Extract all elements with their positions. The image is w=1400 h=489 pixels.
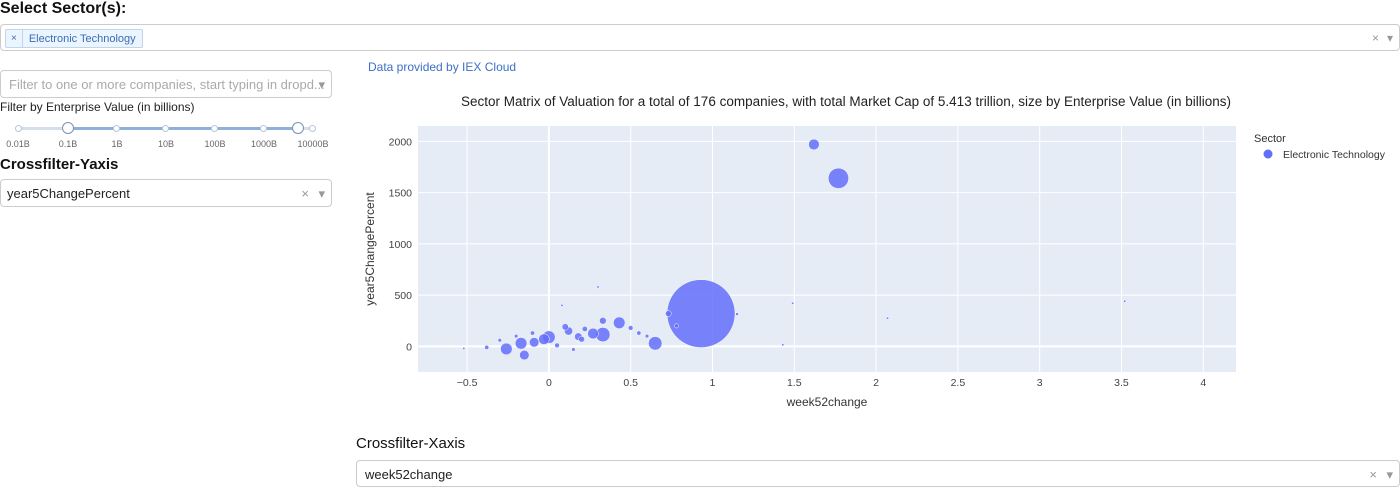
data-point[interactable] [781,343,785,347]
data-point[interactable] [538,333,550,345]
data-point[interactable] [571,347,576,352]
crossfilter-xaxis-title: Crossfilter-Xaxis [356,435,466,452]
legend-title: Sector [1254,133,1286,145]
crossfilter-yaxis-select[interactable]: year5ChangePercent × ▾ [0,179,332,207]
scatter-chart[interactable]: Sector Matrix of Valuation for a total o… [356,88,1400,418]
y-tick-label: 1000 [389,239,413,251]
data-point[interactable] [529,337,540,348]
chevron-down-icon[interactable]: ▾ [1386,30,1393,45]
data-point[interactable] [791,301,795,305]
x-tick-label: −0.5 [457,377,478,389]
ev-mark-label: 0.1B [58,139,78,149]
data-point[interactable] [554,342,560,349]
clear-icon[interactable]: × [301,186,309,201]
select-sector-label: Select Sector(s): [0,0,127,17]
x-tick-label: 4 [1200,377,1206,389]
data-point[interactable] [587,327,599,340]
ev-slider-dot[interactable] [211,125,218,132]
data-point[interactable] [561,323,569,331]
chevron-down-icon[interactable]: ▾ [1386,467,1393,482]
chevron-down-icon[interactable]: ▾ [318,186,325,201]
data-point[interactable] [808,138,820,151]
data-point[interactable] [596,285,600,289]
data-point[interactable] [519,350,530,361]
data-point[interactable] [735,312,739,316]
grid-lines [418,126,1236,372]
sector-chip: × Electronic Technology [5,29,143,48]
data-point[interactable] [666,279,736,348]
data-point[interactable] [636,330,642,336]
data-point[interactable] [484,344,490,350]
ev-slider-handle-max[interactable] [292,122,304,134]
data-point[interactable] [500,342,513,356]
ev-mark-label: 10000B [297,139,329,149]
ev-slider-dot[interactable] [309,125,316,132]
ev-mark-label: 100B [204,139,226,149]
ev-mark-label: 1B [111,139,123,149]
ev-slider-dot[interactable] [15,125,22,132]
crossfilter-xaxis-value: week52change [365,467,453,482]
x-tick-label: 2.5 [951,377,966,389]
crossfilter-xaxis-select[interactable]: week52change × ▾ [356,460,1400,487]
data-point[interactable] [581,326,588,332]
legend-marker[interactable] [1263,149,1273,159]
company-filter-placeholder: Filter to one or more companies, start t… [9,77,325,92]
x-tick-label: 1.5 [787,377,802,389]
y-tick-label: 2000 [389,136,413,148]
data-point[interactable] [613,316,626,329]
chart-title: Sector Matrix of Valuation for a total o… [461,94,1231,109]
data-point[interactable] [497,338,502,343]
x-tick-label: 2 [873,377,879,389]
crossfilter-yaxis-title: Crossfilter-Yaxis [0,156,119,173]
chip-remove-icon[interactable]: × [6,30,23,47]
data-point[interactable] [644,334,650,339]
data-point[interactable] [648,336,663,351]
crossfilter-yaxis-value: year5ChangePercent [7,186,130,201]
data-point[interactable] [1123,299,1127,303]
data-point[interactable] [514,334,519,339]
ev-slider-dot[interactable] [162,125,169,132]
clear-icon[interactable]: × [1371,30,1379,45]
data-point[interactable] [514,337,528,350]
data-point[interactable] [462,346,466,350]
y-tick-labels: 0 500 1000 1500 2000 [389,136,413,353]
ev-filter-label: Filter by Enterprise Value (in billions) [0,100,195,114]
x-tick-label: 1 [710,377,716,389]
data-point[interactable] [665,310,672,317]
ev-slider-dot[interactable] [113,125,120,132]
clear-icon[interactable]: × [1369,467,1377,482]
data-point[interactable] [674,323,679,329]
data-point[interactable] [599,317,607,325]
y-tick-label: 500 [394,290,412,302]
data-point[interactable] [886,316,889,320]
plot-area[interactable] [418,126,1236,372]
data-point[interactable] [628,325,634,331]
sector-chip-label: Electronic Technology [28,32,136,45]
ev-mark-label: 0.01B [6,139,30,149]
x-tick-label: 3 [1037,377,1043,389]
y-tick-label: 0 [406,341,412,353]
data-point[interactable] [530,330,535,336]
legend-item-label[interactable]: Electronic Technology [1283,149,1386,161]
data-point[interactable] [578,336,585,343]
chevron-down-icon[interactable]: ▾ [318,77,325,92]
data-point[interactable] [560,303,564,307]
y-axis-title: year5ChangePercent [363,192,377,306]
x-tick-label: 0.5 [623,377,638,389]
x-tick-label: 3.5 [1114,377,1129,389]
x-tick-label: 0 [546,377,552,389]
data-points[interactable] [462,138,1127,361]
ev-slider-handle-min[interactable] [62,122,74,134]
y-tick-label: 1500 [389,188,413,200]
ev-mark-label: 1000B [250,139,278,149]
data-point[interactable] [828,167,849,189]
x-tick-labels: −0.5 0 0.5 1 1.5 2 2.5 3 3.5 4 [457,377,1207,389]
sector-multiselect[interactable]: × Electronic Technology × ▾ [0,24,1400,51]
ev-slider-dot[interactable] [260,125,267,132]
ev-mark-label: 10B [157,139,175,149]
data-credit-link[interactable]: Data provided by IEX Cloud [368,60,517,74]
company-filter-input[interactable]: Filter to one or more companies, start t… [0,70,332,98]
ev-slider-range [68,127,298,130]
x-axis-title: week52change [786,395,868,409]
